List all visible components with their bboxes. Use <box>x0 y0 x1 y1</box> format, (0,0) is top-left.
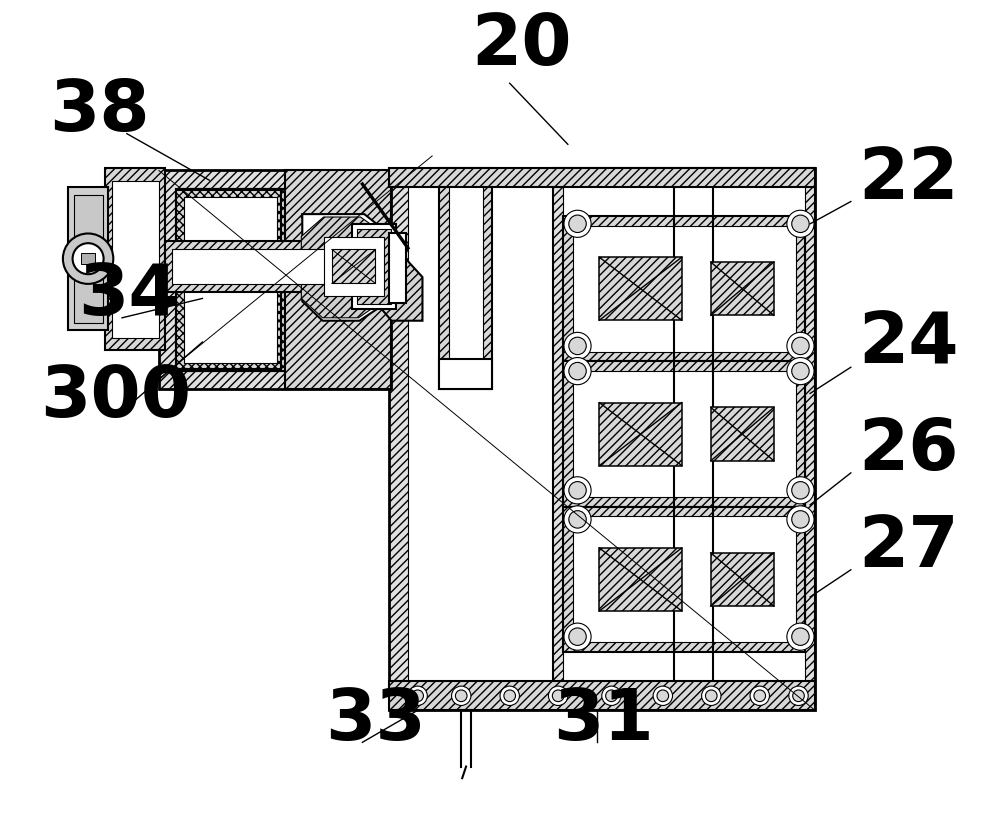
Circle shape <box>750 686 769 706</box>
Polygon shape <box>285 170 391 389</box>
Bar <box>563 216 805 361</box>
Bar <box>184 196 277 363</box>
Bar <box>172 249 388 284</box>
Circle shape <box>500 686 519 706</box>
Circle shape <box>564 506 591 533</box>
Bar <box>449 178 483 379</box>
Circle shape <box>569 215 586 232</box>
Circle shape <box>792 363 809 380</box>
Circle shape <box>792 337 809 355</box>
Circle shape <box>564 210 591 237</box>
Circle shape <box>792 511 809 528</box>
Bar <box>389 681 815 711</box>
Circle shape <box>787 358 814 385</box>
Circle shape <box>564 358 591 385</box>
Circle shape <box>564 623 591 650</box>
Text: 38: 38 <box>49 77 150 146</box>
Text: 22: 22 <box>859 145 959 214</box>
Bar <box>324 237 384 296</box>
Bar <box>573 371 796 497</box>
Circle shape <box>412 690 423 702</box>
Text: 33: 33 <box>326 686 426 755</box>
Circle shape <box>569 363 586 380</box>
Bar <box>81 253 95 265</box>
Circle shape <box>606 690 617 702</box>
Circle shape <box>602 686 621 706</box>
Circle shape <box>564 333 591 359</box>
Bar <box>105 168 165 350</box>
Bar <box>176 189 285 371</box>
Circle shape <box>789 686 808 706</box>
Circle shape <box>705 690 717 702</box>
Bar <box>563 507 805 652</box>
Circle shape <box>552 690 564 702</box>
Circle shape <box>548 686 568 706</box>
Bar <box>112 181 159 338</box>
Circle shape <box>452 686 471 706</box>
Bar <box>711 262 774 315</box>
Bar <box>711 408 774 460</box>
Circle shape <box>504 690 516 702</box>
Text: 26: 26 <box>859 416 959 486</box>
Bar <box>573 517 796 642</box>
Circle shape <box>792 215 809 232</box>
Circle shape <box>702 686 721 706</box>
Text: 27: 27 <box>859 513 959 583</box>
Circle shape <box>787 506 814 533</box>
Circle shape <box>653 686 673 706</box>
Bar <box>352 224 396 309</box>
Polygon shape <box>301 217 355 271</box>
Bar <box>165 241 395 292</box>
Bar <box>74 195 103 323</box>
Circle shape <box>793 690 804 702</box>
Circle shape <box>787 210 814 237</box>
Bar <box>357 229 391 304</box>
Circle shape <box>657 690 669 702</box>
Bar <box>439 168 492 389</box>
Circle shape <box>754 690 766 702</box>
Bar <box>599 403 682 465</box>
Bar <box>389 168 815 187</box>
Bar <box>159 170 391 389</box>
Circle shape <box>787 623 814 650</box>
Polygon shape <box>301 217 387 318</box>
Circle shape <box>792 482 809 499</box>
Bar <box>573 226 796 352</box>
Bar <box>599 548 682 611</box>
Circle shape <box>73 243 104 274</box>
Circle shape <box>787 477 814 504</box>
Bar <box>68 187 108 330</box>
Circle shape <box>569 628 586 645</box>
Bar <box>389 233 406 303</box>
Text: 20: 20 <box>471 11 572 81</box>
Circle shape <box>63 233 113 284</box>
Text: 24: 24 <box>859 310 959 379</box>
Bar <box>332 249 375 284</box>
Text: 34: 34 <box>78 262 179 330</box>
Bar <box>439 359 492 389</box>
Bar <box>176 188 374 371</box>
Bar <box>408 185 796 693</box>
Circle shape <box>792 628 809 645</box>
Polygon shape <box>355 243 422 321</box>
Circle shape <box>408 686 427 706</box>
Bar <box>553 168 815 711</box>
Circle shape <box>569 337 586 355</box>
Text: 31: 31 <box>553 686 654 755</box>
Circle shape <box>569 511 586 528</box>
Text: 300: 300 <box>40 363 191 432</box>
Bar <box>176 190 281 369</box>
Bar <box>563 361 805 507</box>
Bar <box>389 168 815 711</box>
Bar <box>711 553 774 606</box>
Bar <box>599 258 682 320</box>
Circle shape <box>569 482 586 499</box>
Polygon shape <box>302 214 389 321</box>
Circle shape <box>455 690 467 702</box>
Circle shape <box>564 477 591 504</box>
Circle shape <box>787 333 814 359</box>
Bar <box>563 178 805 701</box>
